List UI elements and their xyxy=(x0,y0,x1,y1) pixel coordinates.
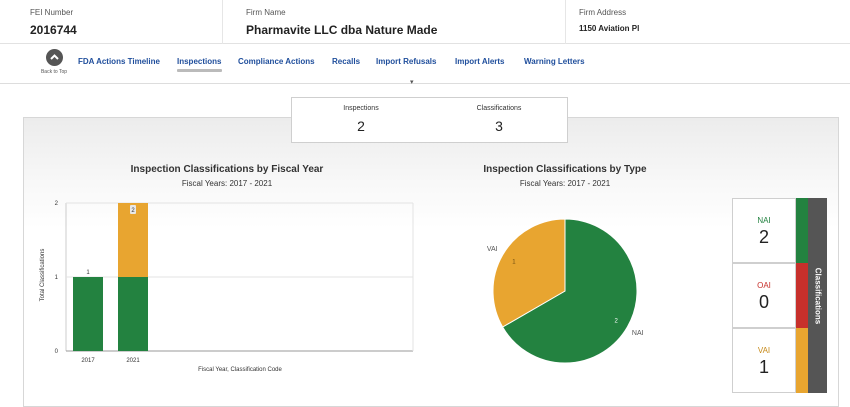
bar-chart-y-axis-label: Total Classifications xyxy=(40,249,46,302)
firm-address-block: Firm Address 1150 Aviation Pl xyxy=(566,0,850,44)
classifications-tab[interactable]: Classifications xyxy=(808,198,827,393)
fei-block: FEI Number 2016744 xyxy=(0,0,223,44)
nav-inspections[interactable]: Inspections xyxy=(177,57,222,66)
pie-slice-value: 2 xyxy=(614,319,618,325)
inspections-panel xyxy=(23,117,839,407)
legend-nai-color-bar xyxy=(796,198,808,263)
pie-slice-nai[interactable] xyxy=(501,218,638,364)
classifications-count-label: Classifications xyxy=(476,105,522,112)
classifications-count-value: 3 xyxy=(495,118,503,134)
nav-import-refusals[interactable]: Import Refusals xyxy=(376,57,437,66)
legend-vai-color-bar xyxy=(796,328,808,393)
legend-oai-box[interactable]: OAI 0 xyxy=(732,263,796,328)
active-tab-indicator xyxy=(177,69,222,72)
bar-chart-x-axis-label: Fiscal Year, Classification Code xyxy=(198,367,282,373)
legend-oai-label: OAI xyxy=(757,281,771,290)
inspections-count-value: 2 xyxy=(357,118,365,134)
bar-2021-nai[interactable] xyxy=(118,277,148,351)
bar-chart: 0 1 2 1 2017 2 2021 Total Classifications Fisc… xyxy=(40,201,414,373)
firm-header: FEI Number 2016744 Firm Name Pharmavite … xyxy=(0,0,850,44)
pie-chart-subtitle: Fiscal Years: 2017 - 2021 xyxy=(519,179,611,188)
section-nav: Back to Top FDA Actions Timeline Inspect… xyxy=(0,44,850,84)
legend-oai-value: 0 xyxy=(758,292,769,312)
nav-warning-letters[interactable]: Warning Letters xyxy=(524,57,585,66)
back-to-top-button[interactable]: Back to Top xyxy=(36,49,72,75)
x-tick-label: 2017 xyxy=(81,358,95,364)
back-to-top-label: Back to Top xyxy=(40,69,68,75)
legend-nai-box[interactable]: NAI 2 xyxy=(732,198,796,263)
y-tick-label: 1 xyxy=(55,275,59,281)
nav-import-alerts[interactable]: Import Alerts xyxy=(455,57,505,66)
classification-legend: NAI 2 OAI 0 VAI 1 Classifications xyxy=(732,198,827,393)
bar-total-badge xyxy=(130,205,136,214)
bar-total-label: 1 xyxy=(86,270,90,276)
legend-oai-color-bar xyxy=(796,263,808,328)
firm-name-block: Firm Name Pharmavite LLC dba Nature Made xyxy=(223,0,566,44)
nav-fda-actions-timeline[interactable]: FDA Actions Timeline xyxy=(78,57,160,66)
bar-chart-subtitle: Fiscal Years: 2017 - 2021 xyxy=(181,179,273,188)
x-tick-label: 2021 xyxy=(126,358,140,364)
y-tick-label: 2 xyxy=(55,201,59,207)
inspections-count-label: Inspections xyxy=(343,105,379,112)
bar-chart-title: Inspection Classifications by Fiscal Yea… xyxy=(130,164,324,175)
legend-vai-value: 1 xyxy=(758,357,769,377)
nav-recalls[interactable]: Recalls xyxy=(332,57,361,66)
fei-value: 2016744 xyxy=(30,23,77,37)
fei-label: FEI Number xyxy=(30,8,74,17)
bar-2017-nai[interactable] xyxy=(73,277,103,351)
pie-slice-value: 1 xyxy=(512,259,516,265)
legend-nai-value: 2 xyxy=(758,227,769,247)
summary-box: Inspections 2 Classifications 3 xyxy=(291,97,568,143)
pie-slice-label: VAI xyxy=(487,246,498,253)
classifications-tab-label: Classifications xyxy=(813,267,822,324)
bar-2021-vai[interactable] xyxy=(118,203,148,277)
legend-vai-box[interactable]: VAI 1 xyxy=(732,328,796,393)
y-tick-label: 0 xyxy=(55,349,59,355)
firm-address-label: Firm Address xyxy=(579,8,627,17)
firm-address-value: 1150 Aviation Pl xyxy=(579,24,640,33)
legend-nai-label: NAI xyxy=(757,216,771,225)
pie-slice-label: NAI xyxy=(632,330,644,337)
chevron-up-icon xyxy=(45,49,63,66)
bar-total-label: 2 xyxy=(131,208,135,214)
firm-name-label: Firm Name xyxy=(246,8,286,17)
caret-down-icon: ▾ xyxy=(410,79,414,86)
firm-name-value: Pharmavite LLC dba Nature Made xyxy=(246,23,438,37)
pie-chart: 2 NAI 1 VAI xyxy=(487,218,644,364)
legend-vai-label: VAI xyxy=(757,346,771,355)
pie-slice-vai[interactable] xyxy=(492,218,566,328)
nav-compliance-actions[interactable]: Compliance Actions xyxy=(238,57,315,66)
pie-chart-title: Inspection Classifications by Type xyxy=(483,164,647,175)
